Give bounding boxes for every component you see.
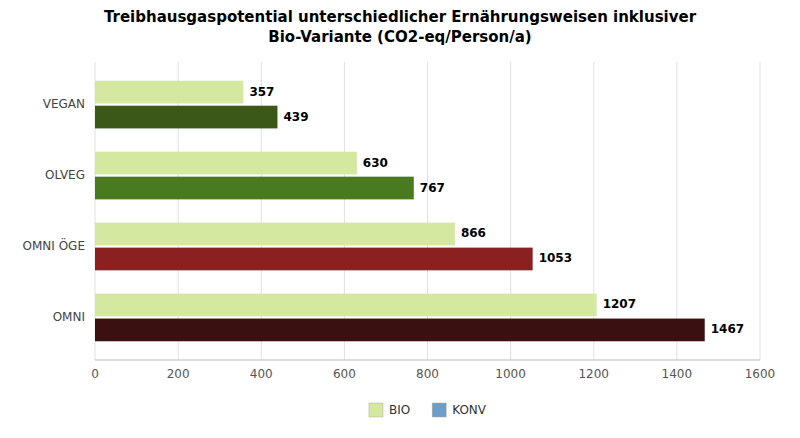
legend-label: KONV bbox=[452, 403, 487, 417]
legend: BIO KONV bbox=[369, 403, 487, 418]
data-label: 866 bbox=[461, 226, 486, 240]
bar bbox=[95, 106, 277, 129]
bar bbox=[95, 223, 455, 246]
grid bbox=[95, 62, 760, 360]
data-labels: 1207 1467 866 1053 630 767 357 439 bbox=[249, 85, 744, 337]
bars bbox=[95, 81, 705, 342]
x-tick-label: 800 bbox=[416, 367, 439, 381]
data-label: 1053 bbox=[539, 251, 572, 265]
x-tick-label: 400 bbox=[250, 367, 273, 381]
bar bbox=[95, 319, 705, 342]
category-label: OMNI bbox=[53, 310, 85, 324]
bar bbox=[95, 81, 243, 104]
legend-swatch bbox=[369, 403, 383, 417]
title: Treibhausgaspotential unterschiedlicher … bbox=[104, 8, 697, 46]
bar bbox=[95, 294, 597, 317]
legend-swatch bbox=[432, 403, 446, 417]
data-label: 357 bbox=[249, 85, 274, 99]
x-tick-label: 1600 bbox=[745, 367, 776, 381]
x-tick-label: 1200 bbox=[578, 367, 609, 381]
category-label: OMNI ÖGE bbox=[23, 237, 85, 253]
bar bbox=[95, 248, 533, 271]
grid-line bbox=[760, 62, 761, 360]
chart-svg: Treibhausgaspotential unterschiedlicher … bbox=[0, 0, 800, 438]
data-label: 1207 bbox=[603, 297, 636, 311]
legend-label: BIO bbox=[389, 403, 410, 417]
bar bbox=[95, 152, 357, 175]
bar bbox=[95, 177, 414, 200]
x-tick-label: 600 bbox=[333, 367, 356, 381]
x-tick-label: 0 bbox=[91, 367, 99, 381]
category-label: OLVEG bbox=[45, 168, 85, 182]
grid-line bbox=[676, 62, 677, 360]
category-label: VEGAN bbox=[43, 97, 85, 111]
data-label: 1467 bbox=[711, 322, 744, 336]
data-label: 630 bbox=[363, 156, 388, 170]
data-label: 767 bbox=[420, 181, 445, 195]
x-tick-label: 1400 bbox=[662, 367, 693, 381]
legend-item: KONV bbox=[432, 403, 487, 418]
chart-container: Treibhausgaspotential unterschiedlicher … bbox=[0, 0, 800, 438]
x-tick-label: 200 bbox=[167, 367, 190, 381]
x-tick-label: 1000 bbox=[495, 367, 526, 381]
legend-item: BIO bbox=[369, 403, 410, 418]
data-label: 439 bbox=[283, 110, 308, 124]
x-axis-line bbox=[95, 360, 760, 361]
